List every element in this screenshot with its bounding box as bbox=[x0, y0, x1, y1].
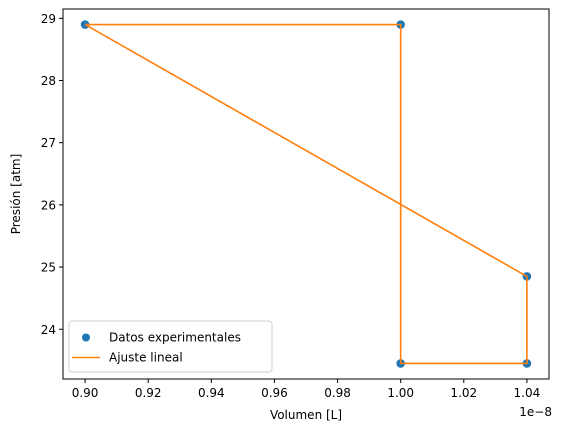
legend-box bbox=[68, 320, 273, 373]
y-tick-label: 25 bbox=[41, 261, 56, 275]
x-tick-label: 0.96 bbox=[261, 386, 288, 400]
legend-marker-datos bbox=[82, 333, 90, 342]
x-tick-label: 1.02 bbox=[450, 386, 477, 400]
fit-line-series bbox=[84, 23, 528, 365]
legend-label-datos: Datos experimentales bbox=[109, 331, 241, 345]
legend: Datos experimentales Ajuste lineal bbox=[68, 320, 273, 373]
x-axis-label: Volumen [L] bbox=[270, 408, 342, 422]
x-axis-ticks: 0.90 0.92 0.94 0.96 0.98 1.00 1.02 1.04 bbox=[72, 379, 541, 400]
data-points-series bbox=[80, 20, 532, 368]
fit-line bbox=[84, 23, 528, 365]
x-axis-offset-label: 1e−8 bbox=[519, 405, 552, 419]
y-tick-label: 29 bbox=[41, 12, 56, 26]
y-tick-label: 28 bbox=[41, 74, 56, 88]
x-tick-label: 0.98 bbox=[324, 386, 351, 400]
x-tick-label: 0.94 bbox=[198, 386, 225, 400]
axes-frame bbox=[62, 8, 550, 380]
y-tick-label: 27 bbox=[41, 136, 56, 150]
y-tick-label: 24 bbox=[41, 323, 56, 337]
y-tick-label: 26 bbox=[41, 198, 56, 212]
x-tick-label: 1.00 bbox=[387, 386, 414, 400]
legend-label-ajuste: Ajuste lineal bbox=[109, 351, 183, 365]
y-axis-label: Presión [atm] bbox=[9, 154, 23, 235]
y-axis-ticks: 24 25 26 27 28 29 bbox=[41, 12, 63, 337]
x-tick-label: 0.92 bbox=[135, 386, 162, 400]
x-tick-label: 1.04 bbox=[514, 386, 541, 400]
x-tick-label: 0.90 bbox=[72, 386, 99, 400]
